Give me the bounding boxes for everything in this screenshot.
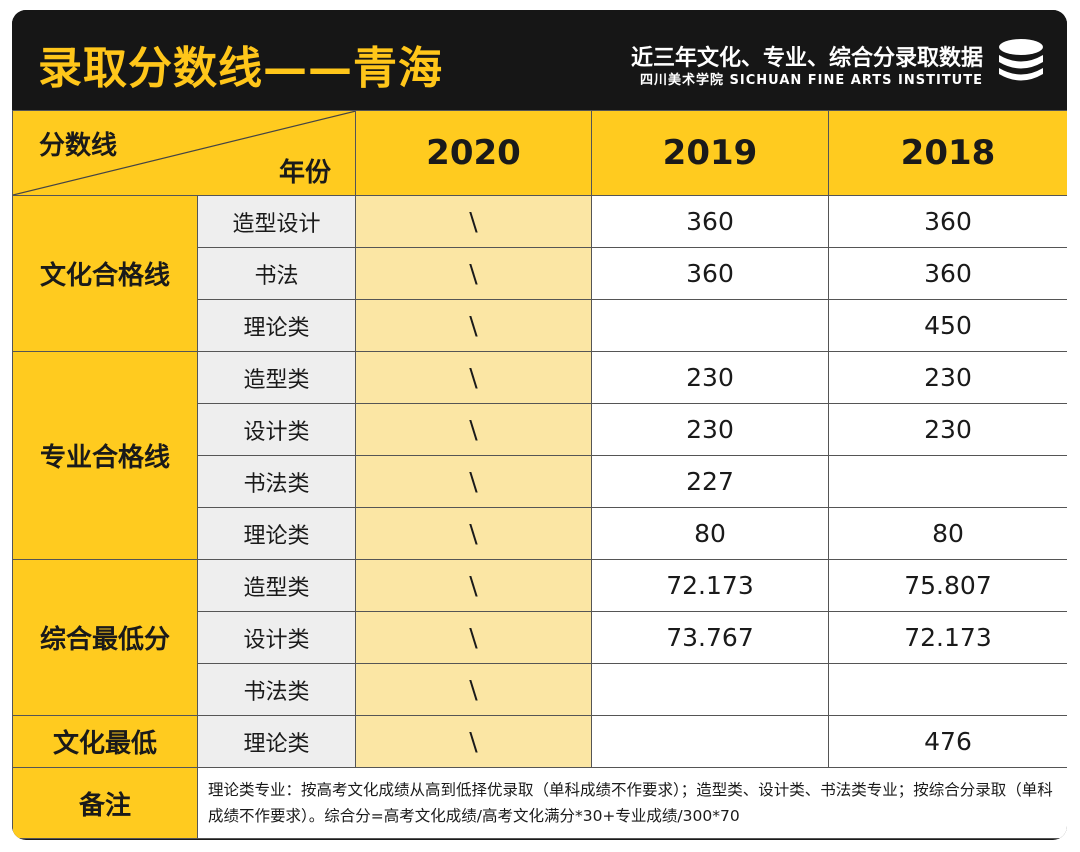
subtitle-school: 四川美术学院 SICHUAN FINE ARTS INSTITUTE [640,73,983,88]
category-label: 造型类 [197,559,356,612]
score-cell: \ [355,195,592,248]
category-label: 理论类 [197,715,356,768]
score-cell: \ [355,455,592,508]
category-label: 书法类 [197,455,356,508]
year-header: 2018 [828,110,1067,196]
category-label: 理论类 [197,507,356,560]
category-label: 书法 [197,247,356,300]
diagonal-divider [13,111,355,195]
table-row: 文化最低 理论类 \ 476 [12,715,1067,768]
score-cell [591,299,829,352]
table-header-row: 分数线 年份 2020 2019 2018 [12,110,1067,196]
score-cell: \ [355,403,592,456]
score-cell: 80 [591,507,829,560]
header-bar: 录取分数线——青海 近三年文化、专业、综合分录取数据 四川美术学院 SICHUA… [12,10,1067,110]
year-header: 2019 [591,110,829,196]
category-label: 造型设计 [197,195,356,248]
score-table: 分数线 年份 2020 2019 2018 文化合格线 造型设计 \ 360 360 书法… [12,110,1067,839]
score-cell: 360 [591,195,829,248]
table-row: 文化合格线 造型设计 \ 360 360 [12,195,1067,352]
category-label: 造型类 [197,351,356,404]
category-label: 书法类 [197,663,356,716]
score-cell: \ [355,299,592,352]
score-cell: \ [355,507,592,560]
table-row: 理论类 \ 450 [13,299,1067,352]
score-cell: 230 [591,403,829,456]
score-cell [828,663,1067,716]
score-cell: \ [355,715,592,768]
table-row: 书法类 \ 227 [13,455,1067,508]
score-cell [828,455,1067,508]
corner-label-score: 分数线 [39,131,118,161]
group-label: 综合最低分 [12,559,198,716]
score-cell [591,715,829,768]
score-cell: 450 [828,299,1067,352]
score-cell: \ [355,351,592,404]
score-cell: 75.807 [828,559,1067,612]
score-cell: 80 [828,507,1067,560]
table-row: 书法类 \ [13,663,1067,716]
table-row: 综合最低分 造型类 \ 72.173 75.807 [12,559,1067,716]
subtitle-main: 近三年文化、专业、综合分录取数据 [630,46,983,71]
score-cell: 72.173 [591,559,829,612]
table-row: 理论类 \ 80 80 [13,507,1067,560]
score-cell: 72.173 [828,611,1067,664]
table-row: 设计类 \ 230 230 [13,403,1067,456]
score-cell: \ [355,663,592,716]
note-text: 理论类专业：按高考文化成绩从高到低择优录取（单科成绩不作要求）；造型类、设计类、… [197,767,1067,839]
group-label: 文化最低 [12,715,198,768]
corner-cell: 分数线 年份 [12,110,356,196]
score-cell: 230 [828,351,1067,404]
score-cell: 360 [828,247,1067,300]
category-label: 理论类 [197,299,356,352]
table-row: 专业合格线 造型类 \ 230 230 [12,351,1067,560]
note-row: 备注 理论类专业：按高考文化成绩从高到低择优录取（单科成绩不作要求）；造型类、设计… [12,767,1067,839]
score-cell: \ [355,611,592,664]
score-cell: 476 [828,715,1067,768]
category-label: 设计类 [197,403,356,456]
corner-label-year: 年份 [278,158,331,188]
note-label: 备注 [12,767,198,839]
score-cell: 360 [828,195,1067,248]
group-label: 专业合格线 [12,351,198,560]
category-label: 设计类 [197,611,356,664]
group-label: 文化合格线 [12,195,198,352]
page-title: 录取分数线——青海 [38,43,443,94]
score-cell: 73.767 [591,611,829,664]
score-cell: 230 [828,403,1067,456]
score-cell: \ [355,247,592,300]
stacked-discs-icon [999,39,1043,81]
score-cell: 227 [591,455,829,508]
score-card: 录取分数线——青海 近三年文化、专业、综合分录取数据 四川美术学院 SICHUA… [12,10,1067,840]
score-cell: \ [355,559,592,612]
score-cell: 230 [591,351,829,404]
score-cell: 360 [591,247,829,300]
year-header: 2020 [355,110,592,196]
score-cell [591,663,829,716]
